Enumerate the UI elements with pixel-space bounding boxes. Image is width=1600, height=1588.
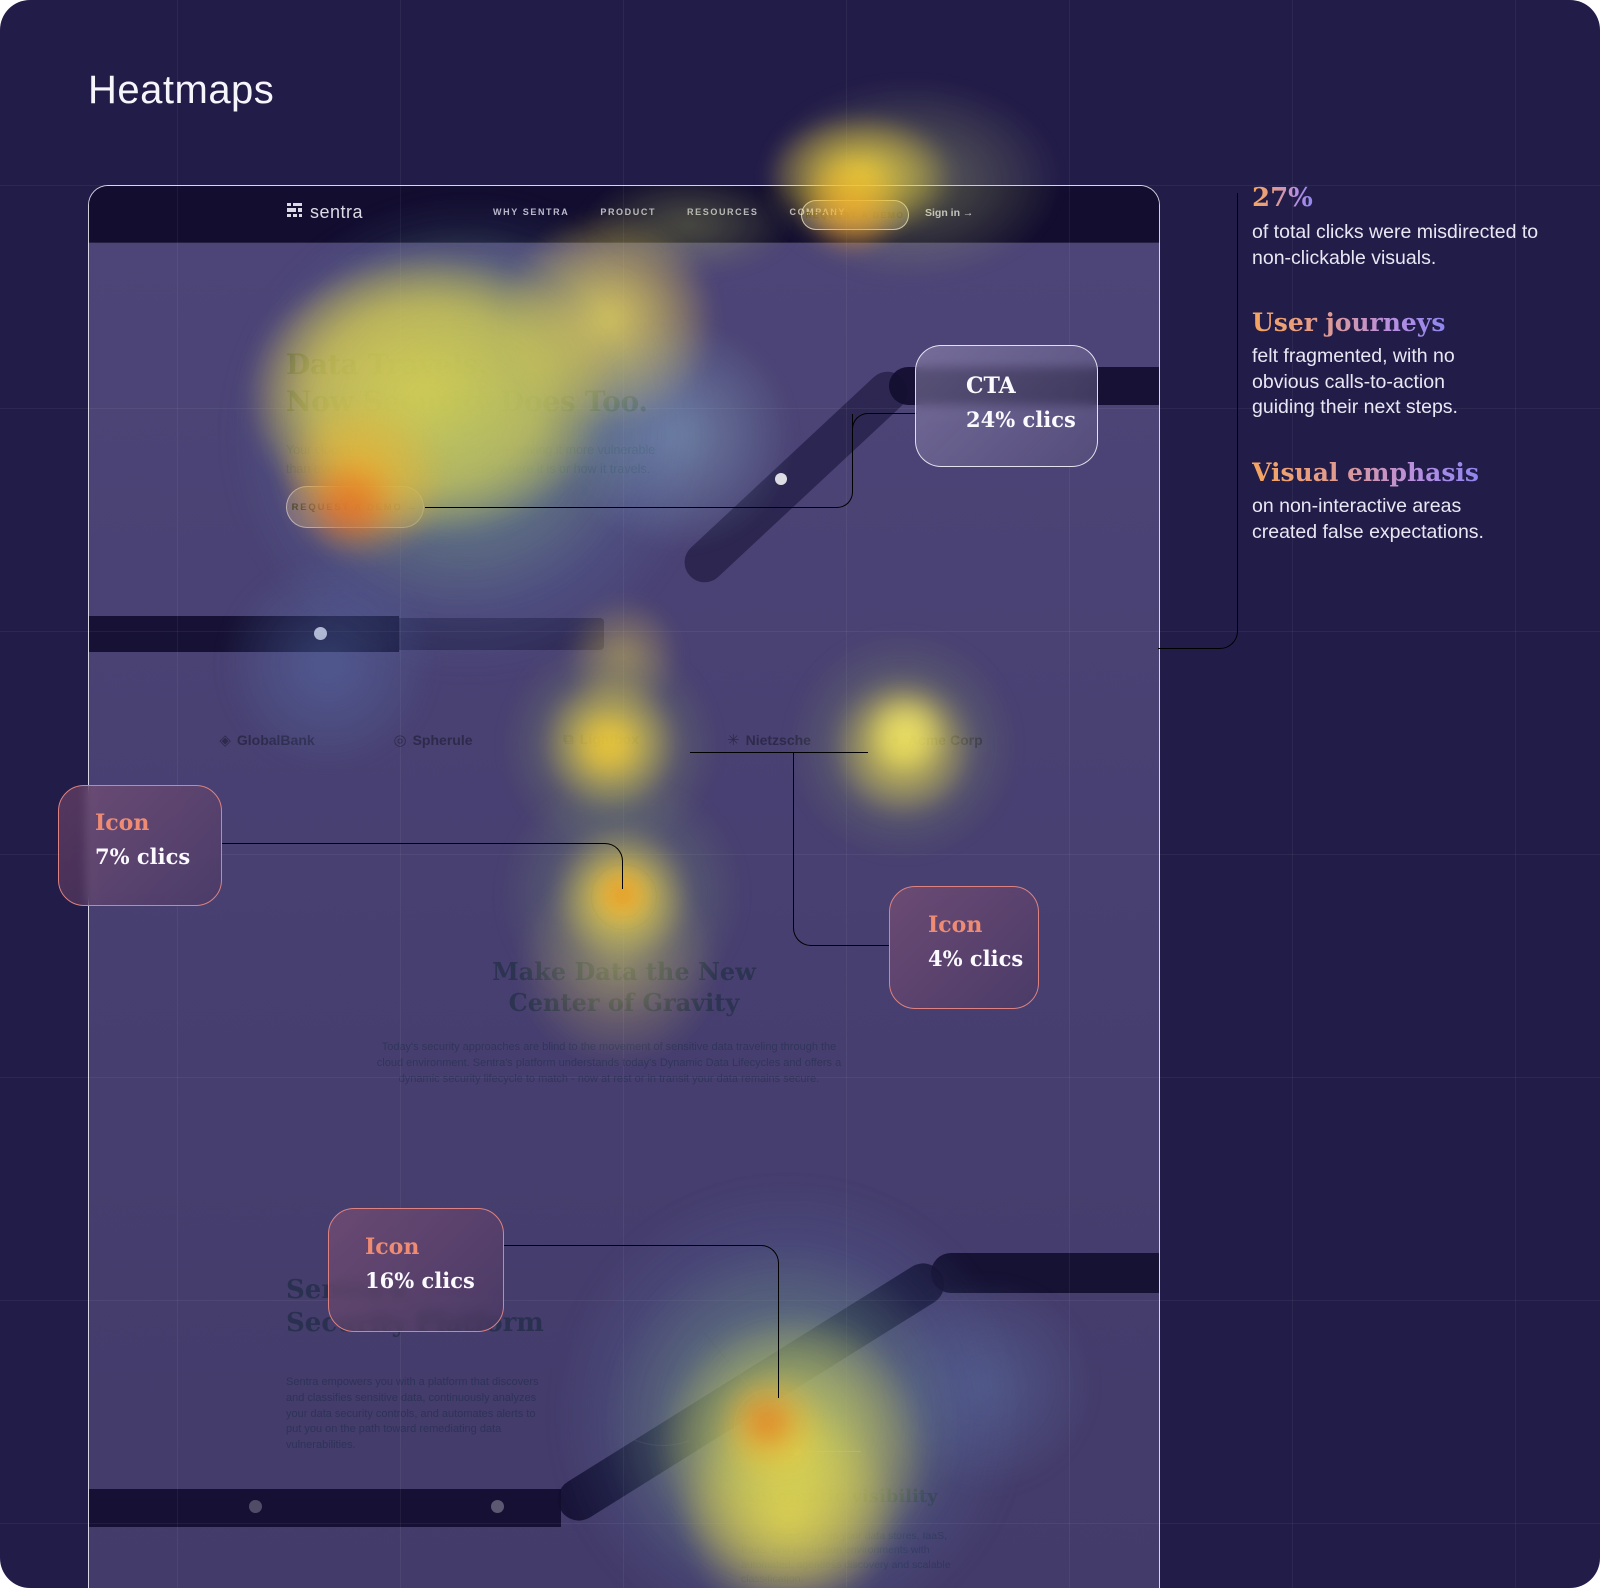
callout-icon-4: Icon 4% clics xyxy=(889,886,1039,1009)
nav-link-resources[interactable]: RESOURCES xyxy=(687,207,759,217)
nav-link-product[interactable]: PRODUCT xyxy=(600,207,657,217)
pipe-dot xyxy=(491,1500,504,1513)
logo-globalbank: ◈ GlobalBank xyxy=(219,732,315,749)
callout-label: Icon xyxy=(365,1234,420,1260)
callout-value: 7% clics xyxy=(95,844,191,869)
callout-label: CTA xyxy=(966,373,1016,399)
stat-heading: 27% xyxy=(1252,183,1313,213)
nav-signin-link[interactable]: Sign in → xyxy=(925,207,974,219)
dot-annotation-line xyxy=(807,1451,861,1452)
pipe-hero-diagonal xyxy=(676,363,916,591)
gravity-section-body: Today's security approaches are blind to… xyxy=(376,1041,842,1085)
callout-value: 4% clics xyxy=(928,946,1024,971)
pipe-dot xyxy=(314,627,327,640)
nav-request-demo-button[interactable]: REQUEST A DEMO xyxy=(801,200,909,230)
pipe-dot xyxy=(249,1500,262,1513)
hero-request-demo-button[interactable]: REQUEST A DEMO → xyxy=(286,486,424,528)
burst-logo-icon: ✳ xyxy=(727,732,740,749)
star-logo-icon: ✦ xyxy=(889,732,902,749)
pipe-hero-left xyxy=(89,616,399,652)
sentra-logo[interactable]: sentra xyxy=(287,202,363,223)
sentra-logo-text: sentra xyxy=(310,202,364,222)
hero-heading: Data Travels. Now Security Does Too. xyxy=(286,348,648,418)
sidebar-bracket-line xyxy=(1158,193,1238,649)
logo-acmecorp: ✦ Acme Corp xyxy=(889,732,983,749)
callout-icon-16: Icon 16% clics xyxy=(328,1208,504,1332)
stat-user-journeys: User journeys felt fragmented, with no o… xyxy=(1252,308,1502,421)
callout-icon-7: Icon 7% clics xyxy=(58,785,222,906)
target-icon-bottom-core xyxy=(760,1415,780,1435)
stat-body: on non-interactive areas created false e… xyxy=(1252,495,1484,543)
sphere-logo-icon: ◎ xyxy=(393,732,407,749)
pipe-dot xyxy=(775,473,787,485)
logo-nietzsche: ✳ Nietzsche xyxy=(727,732,811,749)
stat-heading: User journeys xyxy=(1252,308,1446,337)
site-navbar: sentra WHY SENTRA PRODUCT RESOURCES COMP… xyxy=(89,186,1159,243)
callout-cta: CTA 24% clics xyxy=(915,345,1098,467)
callout-value: 24% clics xyxy=(966,407,1076,432)
stat-visual-emphasis: Visual emphasis on non-interactive areas… xyxy=(1252,458,1512,545)
callout-label: Icon xyxy=(928,912,983,938)
pipe-dot xyxy=(793,1448,801,1456)
visibility-section-heading: Automatic visibility xyxy=(741,1486,938,1507)
pipe-bottom-right xyxy=(931,1253,1159,1293)
cube-logo-icon: ⧉ xyxy=(563,731,574,748)
callout-label: Icon xyxy=(95,810,150,836)
hero-subtext: Your cloud data lives a dynamic lifecycl… xyxy=(286,443,656,476)
callout-value: 16% clics xyxy=(365,1268,475,1293)
diamond-logo-icon: ◈ xyxy=(219,732,231,749)
stat-body: of total clicks were misdirected to non-… xyxy=(1252,221,1539,269)
target-icon-core xyxy=(615,888,631,904)
logo-lightbox: ⧉ Lightbox xyxy=(563,731,639,748)
nav-link-why-sentra[interactable]: WHY SENTRA xyxy=(493,207,570,217)
stat-body: felt fragmented, with no obvious calls-t… xyxy=(1252,345,1458,418)
stat-misdirected-clicks: 27% of total clicks were misdirected to … xyxy=(1252,183,1582,271)
stat-heading: Visual emphasis xyxy=(1252,458,1479,487)
logo-spherule: ◎ Spherule xyxy=(393,732,473,749)
nav-links: WHY SENTRA PRODUCT RESOURCES COMPANY xyxy=(493,207,846,217)
visibility-section-body: Gain full visibility into your data stor… xyxy=(741,1529,951,1586)
sentra-grid-icon xyxy=(287,202,302,223)
pipe-hero-mid xyxy=(389,618,604,650)
pipe-bottom-left xyxy=(89,1489,561,1527)
platform-section-body: Sentra empowers you with a platform that… xyxy=(286,1376,539,1452)
page-title: Heatmaps xyxy=(88,68,275,112)
